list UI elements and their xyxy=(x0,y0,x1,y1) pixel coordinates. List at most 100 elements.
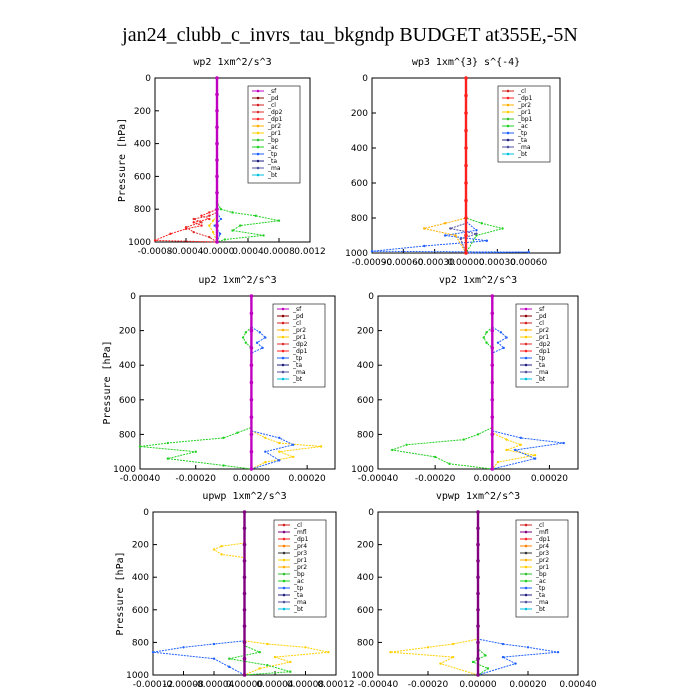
legend-label: _ta xyxy=(293,592,303,599)
panels: wp2 1xm^2/s^302004006008001000-0.0008-0.… xyxy=(102,57,597,690)
series-line xyxy=(465,78,503,254)
series-point xyxy=(490,363,495,368)
legend-marker xyxy=(506,152,510,156)
series-point xyxy=(501,642,505,646)
series-line xyxy=(471,512,490,676)
series-point xyxy=(215,76,219,80)
plot-frame xyxy=(377,295,579,470)
series-point xyxy=(242,542,247,547)
legend-marker xyxy=(282,523,286,527)
series-point xyxy=(258,331,261,334)
y-tick-label: 1000 xyxy=(351,671,374,681)
series-point xyxy=(192,217,195,221)
legend-label: _bp xyxy=(535,571,547,578)
legend-marker xyxy=(256,173,260,177)
series-point xyxy=(215,207,219,211)
series-point xyxy=(215,223,219,228)
series-point xyxy=(423,244,426,248)
legend-label: _ma xyxy=(535,369,549,376)
series-point xyxy=(464,251,468,255)
legend-label: _sf xyxy=(292,306,302,313)
legend-label: _pr3 xyxy=(293,550,307,557)
series-point xyxy=(208,211,211,214)
series-line xyxy=(152,512,245,676)
series-point xyxy=(266,664,269,667)
series-point xyxy=(499,331,503,334)
y-tick-label: 800 xyxy=(351,214,368,224)
legend-label: _bp xyxy=(267,137,279,144)
legend-label: _pr2 xyxy=(535,557,549,564)
legend-marker xyxy=(524,335,528,339)
panel-title: wp2 1xm^2/s^3 xyxy=(193,57,271,68)
legend-box xyxy=(515,303,569,388)
series-point xyxy=(239,224,242,227)
legend-marker xyxy=(256,131,260,135)
legend-label: _mfl xyxy=(293,529,307,536)
y-tick-label: 1000 xyxy=(351,465,374,475)
x-tick-label: -0.00030 xyxy=(414,258,455,268)
legend-label: _ta xyxy=(267,158,277,165)
series-point xyxy=(213,224,216,227)
series-point xyxy=(289,660,292,664)
x-tick-label: -0.0000 xyxy=(200,247,235,257)
legend-label: _pd xyxy=(292,313,304,320)
series-point xyxy=(505,438,508,441)
legend-label: _cl xyxy=(517,88,526,95)
y-tick-label: 600 xyxy=(351,179,368,189)
series-line xyxy=(251,326,267,354)
series-point xyxy=(242,575,247,579)
legend-label: _dp1 xyxy=(267,116,283,123)
series-line xyxy=(216,78,280,243)
series-point xyxy=(391,448,394,452)
series-point xyxy=(231,229,234,232)
series-point xyxy=(292,455,295,459)
legend-label: _tp xyxy=(293,585,303,592)
series-point xyxy=(405,443,408,446)
y-tick-label: 600 xyxy=(134,172,151,182)
legend-label: _ta xyxy=(535,592,545,599)
series-point xyxy=(475,229,478,232)
series-point xyxy=(241,336,245,339)
legend-label: _ac xyxy=(517,123,528,130)
legend-marker xyxy=(524,593,528,597)
x-tick-label: -0.00040 xyxy=(358,474,399,484)
series-point xyxy=(496,341,500,344)
x-tick-label: -0.00020 xyxy=(415,474,456,484)
series-point xyxy=(254,214,257,217)
panel-title: vp2 1xm^2/s^3 xyxy=(439,275,517,286)
legend-label: _bt xyxy=(517,151,528,158)
legend-label: _pr2 xyxy=(517,102,531,109)
legend-label: _pr4 xyxy=(293,543,307,550)
series-point xyxy=(249,432,254,437)
x-tick-label: 0.0012 xyxy=(294,247,326,257)
legend-label: _pr2 xyxy=(292,327,306,334)
legend-label: _dp1 xyxy=(293,536,309,543)
legend-label: _tp xyxy=(267,151,277,158)
legend-label: _bp xyxy=(293,571,305,578)
series-line xyxy=(212,542,245,559)
legend-marker xyxy=(506,103,510,107)
series-point xyxy=(476,526,480,531)
x-tick-label: 0.00012 xyxy=(317,680,354,690)
legend-label: _pd xyxy=(535,313,547,320)
y-tick-label: 400 xyxy=(132,573,149,583)
series-point xyxy=(490,311,495,316)
series-point xyxy=(389,650,392,654)
series-point xyxy=(485,239,489,242)
series-point xyxy=(519,443,523,446)
series-point xyxy=(261,346,264,350)
legend-label: _cl xyxy=(535,522,544,529)
legend-marker xyxy=(524,523,528,527)
legend-label: _tp xyxy=(517,130,527,137)
legend-box xyxy=(497,85,551,163)
series-point xyxy=(464,163,468,168)
series-point xyxy=(476,559,480,563)
legend-marker xyxy=(256,124,260,128)
legend-marker xyxy=(256,110,260,114)
legend-label: _tp xyxy=(535,585,545,592)
series-point xyxy=(464,198,468,203)
series-point xyxy=(480,222,483,225)
series-point xyxy=(490,380,495,385)
y-tick-label: 200 xyxy=(357,541,374,551)
